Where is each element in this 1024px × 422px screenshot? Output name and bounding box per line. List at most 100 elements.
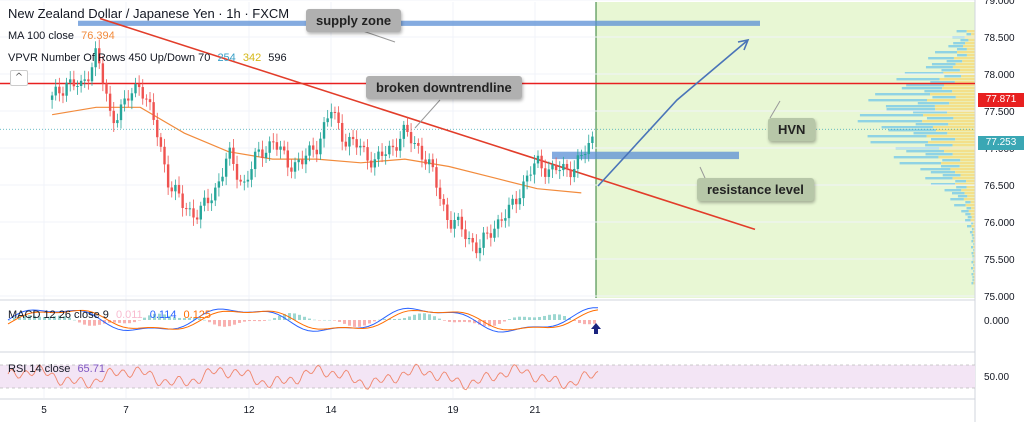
volume-bar-up xyxy=(973,243,975,246)
downtrend-line xyxy=(99,17,756,231)
macd-histogram-bar xyxy=(283,313,286,320)
candle-body xyxy=(83,79,86,81)
volume-bar-down xyxy=(960,174,975,177)
volume-bar-up xyxy=(932,96,956,99)
volume-bar-down xyxy=(950,168,975,171)
volume-bar-up xyxy=(920,168,951,171)
volume-bar-up xyxy=(965,201,971,204)
candle-body xyxy=(380,151,384,156)
candle-body xyxy=(525,175,529,182)
volume-bar-up xyxy=(956,30,967,33)
volume-bar-up xyxy=(930,81,955,84)
price-tick-label: 79.000 xyxy=(984,0,1015,7)
candle-body xyxy=(475,242,478,254)
candle-body xyxy=(591,136,594,143)
macd-signal-value: 0.125 xyxy=(183,309,212,321)
rsi-line xyxy=(7,363,599,391)
macd-histogram-bar xyxy=(173,317,176,320)
candle-body xyxy=(565,163,569,170)
macd-histogram-bar xyxy=(548,314,551,320)
macd-histogram-bar xyxy=(498,320,501,324)
candle-body xyxy=(515,198,518,205)
volume-bar-down xyxy=(973,255,975,258)
candle-body xyxy=(246,179,250,182)
macd-histogram-bar xyxy=(463,320,466,322)
macd-histogram-bar xyxy=(593,320,596,324)
candle-body xyxy=(250,169,253,180)
hvn-label: HVN xyxy=(768,118,816,141)
candle-body xyxy=(148,99,152,103)
volume-bar-down xyxy=(927,99,975,102)
macd-histogram-bar xyxy=(53,316,56,320)
volume-bar-up xyxy=(925,177,953,180)
volume-bar-down xyxy=(955,63,975,66)
candle-body xyxy=(344,141,348,147)
candle-body xyxy=(119,104,123,121)
macd-histogram-bar xyxy=(313,319,316,321)
volume-bar-up xyxy=(946,60,963,63)
supply-zone-label: supply zone xyxy=(306,9,402,32)
volume-bar-down xyxy=(952,90,975,93)
volume-bar-down xyxy=(961,189,975,192)
vpvr-legend: VPVR Number Of Rows 450 Up/Down 70 254 3… xyxy=(8,52,287,64)
volume-bar-down xyxy=(966,48,975,51)
volume-bar-down xyxy=(947,132,975,135)
candle-body xyxy=(224,158,228,177)
volume-bar-down xyxy=(934,105,975,108)
macd-histogram-bar xyxy=(98,320,101,325)
macd-histogram-bar xyxy=(583,320,586,325)
volume-bar-down xyxy=(973,279,975,282)
macd-histogram-bar xyxy=(48,316,51,320)
macd-histogram-bar xyxy=(118,320,121,323)
macd-histogram-bar xyxy=(578,320,581,324)
candle-body xyxy=(402,124,406,139)
macd-histogram-bar xyxy=(488,320,491,327)
macd-histogram-bar xyxy=(158,313,161,320)
volume-bar-up xyxy=(971,282,974,285)
candle-body xyxy=(232,147,235,164)
volume-bar-down xyxy=(966,54,975,57)
candle-body xyxy=(326,118,329,123)
volume-bar-down xyxy=(953,117,975,120)
macd-histogram-bar xyxy=(468,320,471,323)
rsi-label: RSI 14 close xyxy=(8,363,71,375)
volume-bar-up xyxy=(868,99,928,102)
time-tick-label: 5 xyxy=(41,405,47,416)
volume-bar-down xyxy=(922,120,975,123)
annotation-pointer xyxy=(414,99,441,129)
volume-bar-up xyxy=(896,78,940,81)
volume-bar-down xyxy=(955,183,975,186)
candle-body xyxy=(112,110,115,124)
volume-bar-down xyxy=(939,78,975,81)
volume-bar-up xyxy=(973,249,975,252)
macd-histogram-bar xyxy=(238,320,241,323)
volume-bar-up xyxy=(972,237,974,240)
volume-bar-down xyxy=(952,153,975,156)
candle-body xyxy=(435,167,438,188)
candle-body xyxy=(330,111,333,119)
macd-histogram-bar xyxy=(453,320,456,323)
candle-body xyxy=(268,141,271,153)
volume-bar-down xyxy=(960,159,975,162)
macd-histogram-bar xyxy=(418,313,421,320)
volume-bar-up xyxy=(888,129,937,132)
candle-body xyxy=(261,149,264,158)
volume-bar-up xyxy=(930,171,956,174)
volume-bar-up xyxy=(925,66,953,69)
volume-bar-up xyxy=(859,114,924,117)
candle-body xyxy=(54,86,57,96)
volume-bar-down xyxy=(944,150,975,153)
volume-bar-up xyxy=(953,42,966,45)
volume-bar-up xyxy=(950,198,964,201)
candle-body xyxy=(322,122,326,139)
candle-body xyxy=(141,87,144,99)
collapse-icon[interactable]: ^ xyxy=(10,70,28,86)
volume-bar-up xyxy=(875,93,931,96)
candle-body xyxy=(87,79,90,82)
macd-histogram-bar xyxy=(448,320,451,322)
volume-bar-down xyxy=(965,204,975,207)
macd-histogram-bar xyxy=(373,320,376,322)
macd-histogram-bar xyxy=(573,320,576,321)
volume-bar-down xyxy=(944,84,975,87)
chart-grid xyxy=(0,0,976,422)
